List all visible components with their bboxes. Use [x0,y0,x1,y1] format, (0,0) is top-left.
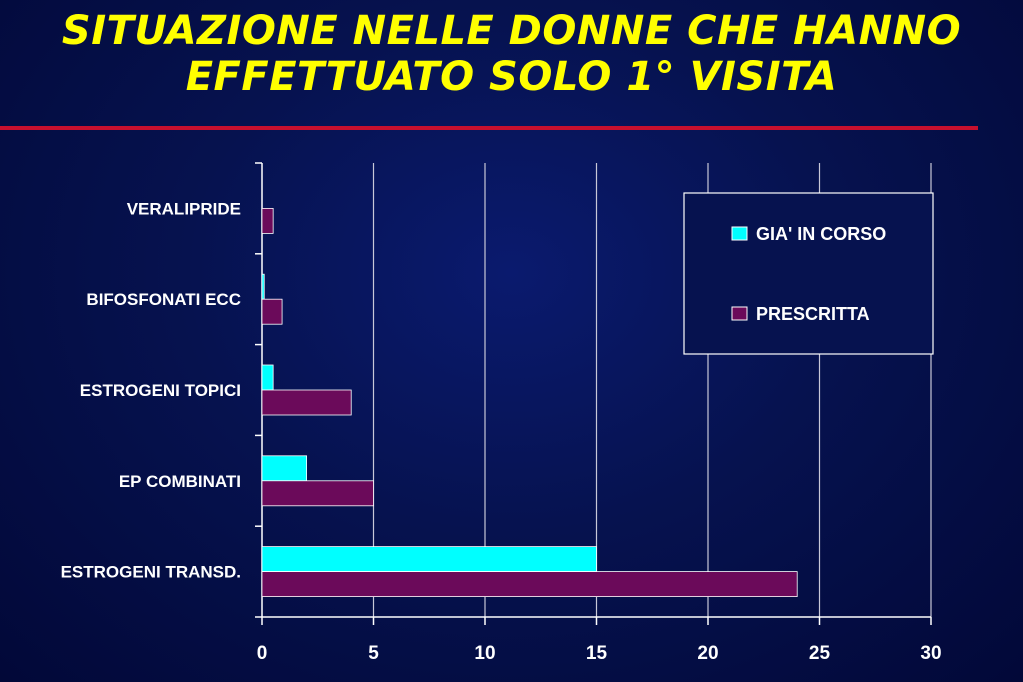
legend-label-0: GIA' IN CORSO [756,224,886,244]
title-divider [0,126,978,130]
x-tick-label-15: 15 [586,643,608,664]
category-label-2: ESTROGENI TOPICI [80,381,241,400]
category-label-4: ESTROGENI TRANSD. [61,563,241,582]
x-tick-label-0: 0 [257,643,268,664]
bar-prescritta-1 [261,298,283,325]
page-title: SITUAZIONE NELLE DONNE CHE HANNO EFFETTU… [0,8,1023,100]
x-tick-label-20: 20 [697,643,718,664]
bar-gia-in-corso-3 [261,455,307,482]
legend-swatch-0 [731,226,748,241]
title-line-2: EFFETTUATO SOLO 1° VISITA [185,54,838,100]
legend-box [683,192,934,355]
legend-label-1: PRESCRITTA [756,304,870,324]
bar-gia-in-corso-4 [261,546,597,572]
category-label-3: EP COMBINATI [119,472,241,491]
x-tick-label-30: 30 [920,643,941,664]
bar-gia-in-corso-2 [261,364,274,391]
x-tick-label-25: 25 [809,643,831,664]
bar-prescritta-0 [261,207,274,234]
category-label-0: VERALIPRIDE [127,199,241,218]
bar-prescritta-2 [261,389,352,416]
x-tick-label-5: 5 [368,643,379,664]
title-line-1: SITUAZIONE NELLE DONNE CHE HANNO [61,8,962,54]
bar-gia-in-corso-1 [261,273,265,300]
legend-swatch-1 [731,306,748,321]
category-label-1: BIFOSFONATI ECC [86,290,241,309]
x-tick-label-10: 10 [474,643,495,664]
bar-prescritta-3 [261,480,374,507]
bar-prescritta-4 [261,571,798,597]
